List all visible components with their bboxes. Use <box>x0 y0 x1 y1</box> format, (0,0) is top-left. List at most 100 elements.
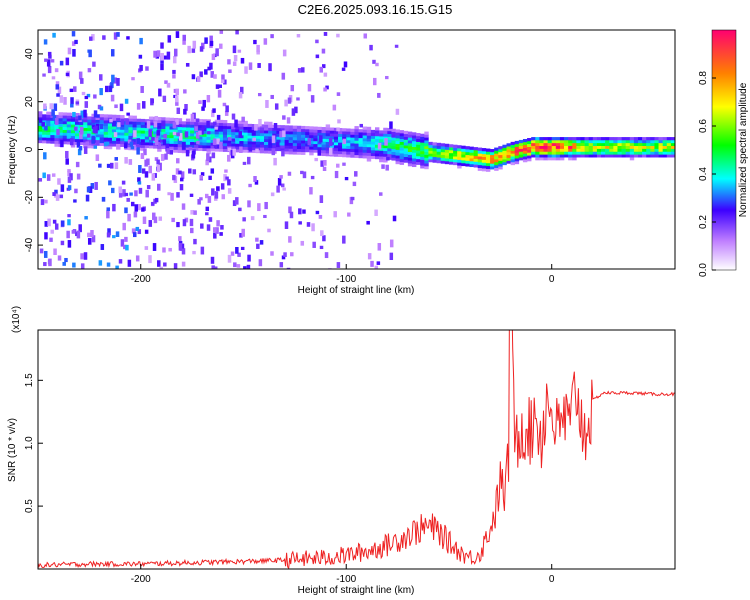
heatmap-cell <box>321 147 326 151</box>
heatmap-cell <box>420 165 425 169</box>
heatmap-cell <box>666 145 672 149</box>
heatmap-cell <box>194 126 198 132</box>
heatmap-cell <box>140 85 144 93</box>
heatmap-cell <box>555 139 561 144</box>
heatmap-cell <box>83 119 88 123</box>
heatmap-cell <box>325 85 329 90</box>
heatmap-cell <box>136 121 142 125</box>
heatmap-cell <box>50 117 55 121</box>
heatmap-cell <box>477 147 483 151</box>
heatmap-cell <box>366 149 372 153</box>
colorbar-tick-label: 0.8 <box>698 71 709 85</box>
heatmap-cell <box>216 114 221 120</box>
heatmap-cell <box>162 139 167 146</box>
heatmap-cell <box>219 141 223 149</box>
heatmap-cell <box>374 141 380 145</box>
heatmap-cell <box>198 142 203 146</box>
heatmap-cell <box>625 148 631 152</box>
heatmap-cell <box>53 103 58 111</box>
heatmap-cell <box>70 103 74 108</box>
heatmap-cell <box>78 224 82 233</box>
heatmap-cell <box>65 57 70 66</box>
heatmap-cell <box>432 142 437 146</box>
heatmap-cell <box>629 139 635 144</box>
heatmap-cell <box>320 160 324 167</box>
heatmap-cell <box>309 187 313 195</box>
heatmap-cell <box>161 120 166 124</box>
heatmap-cell <box>222 125 228 129</box>
heatmap-cell <box>231 126 236 130</box>
heatmap-cell <box>617 142 622 147</box>
heatmap-cell <box>42 73 46 77</box>
heatmap-cell <box>216 186 220 191</box>
heatmap-cell <box>617 154 622 158</box>
heatmap-cell <box>518 139 524 144</box>
heatmap-cell <box>169 134 174 139</box>
heatmap-cell <box>367 253 372 260</box>
heatmap-cell <box>107 114 113 118</box>
heatmap-cell <box>157 128 162 132</box>
heatmap-cell <box>213 266 218 269</box>
heatmap-cell <box>666 142 672 147</box>
heatmap-cell <box>194 138 199 143</box>
heatmap-cell <box>535 151 540 155</box>
heatmap-cell <box>234 119 238 128</box>
heatmap-cell <box>514 152 520 156</box>
heatmap-cell <box>207 156 212 163</box>
heatmap-cell <box>568 154 573 158</box>
heatmap-cell <box>312 241 316 248</box>
heatmap-cell <box>448 149 454 154</box>
heatmap-cell <box>264 124 269 128</box>
heatmap-cell <box>107 134 113 138</box>
heatmap-cell <box>391 134 396 138</box>
heatmap-cell <box>189 193 194 197</box>
heatmap-cell <box>370 147 376 151</box>
heatmap-cell <box>255 138 261 142</box>
heatmap-cell <box>91 135 95 144</box>
heatmap-cell <box>99 137 105 141</box>
heatmap-cell <box>498 149 503 153</box>
heatmap-cell <box>253 176 257 182</box>
heatmap-cell <box>301 148 306 153</box>
heatmap-cell <box>377 92 381 98</box>
heatmap-cell <box>210 71 214 78</box>
heatmap-cell <box>252 137 256 142</box>
heatmap-cell <box>564 145 569 149</box>
heatmap-cell <box>609 142 614 147</box>
heatmap-cell <box>100 244 105 250</box>
heatmap-cell <box>140 138 146 143</box>
heatmap-cell <box>38 139 43 144</box>
heatmap-cell <box>342 235 346 244</box>
heatmap-cell <box>432 156 437 160</box>
heatmap-cell <box>235 30 239 35</box>
heatmap-cell <box>385 164 389 171</box>
heatmap-cell <box>481 150 487 155</box>
heatmap-cell <box>200 172 205 176</box>
heatmap-cell <box>370 138 376 142</box>
heatmap-cell <box>91 113 96 117</box>
heatmap-cell <box>98 260 103 266</box>
heatmap-cell <box>366 135 372 139</box>
heatmap-cell <box>440 154 446 158</box>
heatmap-cell <box>190 135 195 140</box>
heatmap-cell <box>128 121 133 125</box>
heatmap-cell <box>255 148 259 153</box>
heatmap-cell <box>110 162 114 169</box>
heatmap-cell <box>116 117 121 121</box>
heatmap-cell <box>94 181 98 190</box>
heatmap-cell <box>301 137 306 141</box>
heatmap-cell <box>613 154 618 158</box>
heatmap-cell <box>46 123 51 127</box>
heatmap-cell <box>420 156 425 160</box>
heatmap-cell <box>259 138 265 142</box>
heatmap-cell <box>387 145 392 149</box>
heatmap-cell <box>568 151 573 155</box>
heatmap-cell <box>107 146 113 150</box>
heatmap-cell <box>473 155 479 159</box>
heatmap-cell <box>588 137 594 141</box>
heatmap-cell <box>576 139 581 144</box>
heatmap-cell <box>291 108 296 116</box>
heatmap-cell <box>307 84 312 92</box>
heatmap-cell <box>301 145 306 150</box>
heatmap-cell <box>251 141 257 145</box>
